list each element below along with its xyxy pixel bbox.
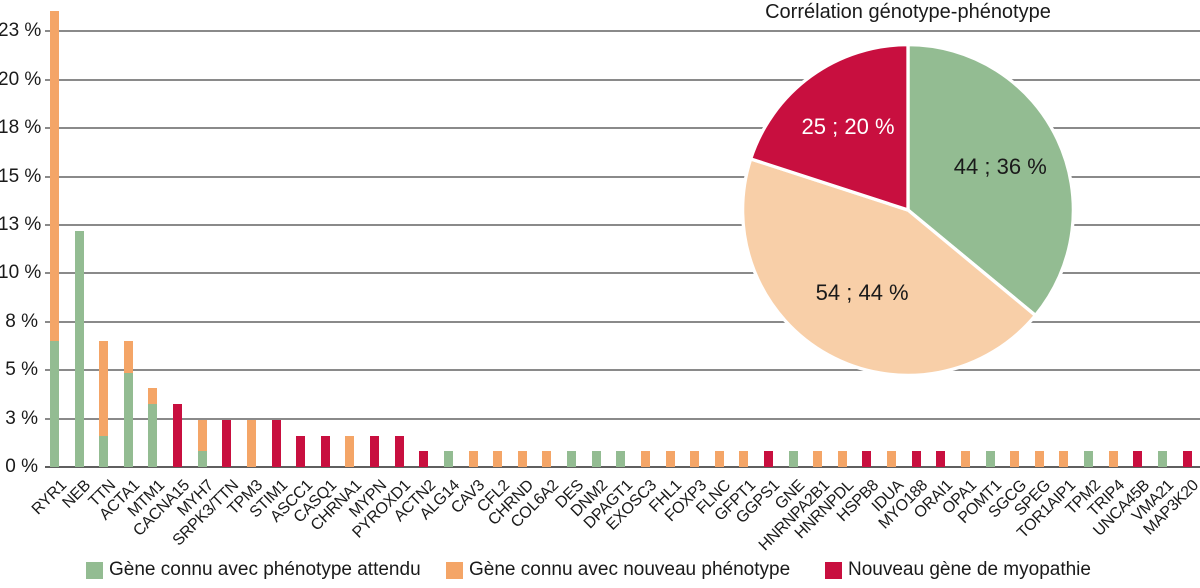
y-tick-label: 10 %: [0, 262, 42, 284]
bar-segment-FLNC-orange: [714, 451, 724, 467]
y-tick-label: 23 %: [0, 20, 42, 42]
y-gridline-18%: [45, 127, 1200, 130]
bar-segment-TTN-green: [99, 435, 109, 467]
bar-segment-ACTA1-green: [123, 372, 133, 467]
bar-segment-MYH7-orange: [197, 419, 207, 452]
y-gridline-10%: [45, 272, 1200, 275]
y-gridline-20%: [45, 78, 1200, 81]
bar-segment-DNM2-green: [591, 451, 601, 467]
bar-segment-RYR1-orange: [50, 10, 59, 342]
bar-segment-ALG14-green: [443, 451, 453, 467]
bar-segment-IDUA-orange: [887, 451, 897, 467]
bar-segment-GNE-green: [788, 451, 798, 467]
bar-segment-CHRNA1-orange: [345, 435, 355, 467]
bar-segment-MAP3K20-red: [1182, 451, 1192, 467]
bar-segment-POMT1-green: [985, 451, 995, 467]
bar-segment-NEB-green: [74, 230, 84, 467]
legend-item-known-gene-expected-phenotype: Gène connu avec phénotype attendu: [86, 560, 421, 580]
bar-segment-MTM1-orange: [148, 388, 158, 405]
bar-segment-OPA1-orange: [960, 451, 970, 467]
bar-segment-EXOSC3-orange: [640, 451, 650, 467]
bar-segment-FOXP3-orange: [690, 451, 700, 467]
bar-segment-CASQ1-red: [320, 435, 330, 467]
pie-title: Corrélation génotype-phénotype: [765, 1, 1051, 23]
x-axis-line: [45, 466, 1200, 468]
bar-segment-ACTN2-red: [419, 451, 429, 467]
bar-segment-GFPT1-orange: [739, 451, 749, 467]
y-tick-label: 13 %: [0, 214, 42, 235]
bar-segment-DPAGT1-green: [616, 451, 626, 467]
y-gridline-23%: [45, 30, 1200, 33]
y-gridline-5%: [45, 369, 1200, 372]
legend-item-known-gene-new-phenotype: Gène connu avec nouveau phénotype: [446, 560, 790, 580]
bar-segment-TPM3-orange: [246, 419, 256, 467]
bar-segment-MTM1-green: [148, 404, 158, 467]
green-swatch-icon: [86, 561, 103, 579]
pie-slice-1: [740, 157, 1038, 378]
bar-segment-MYPN-red: [370, 435, 380, 467]
y-tick-label: 0 %: [5, 456, 38, 477]
legend-label: Gène connu avec phénotype attendu: [109, 559, 421, 580]
bar-segment-TOR1AIP1-orange: [1059, 451, 1069, 467]
bar-segment-HSPB8-red: [862, 451, 872, 467]
bar-segment-TTN-orange: [99, 341, 109, 436]
bar-segment-UNCA45B-red: [1133, 451, 1143, 467]
bar-segment-HNRNPDL-orange: [837, 451, 847, 467]
y-tick-label: 5 %: [5, 359, 38, 381]
y-gridline-3%: [45, 417, 1200, 420]
bar-segment-MYH7-green: [197, 451, 207, 467]
legend-item-new-myopathy-gene: Nouveau gène de myopathie: [825, 560, 1091, 580]
bar-segment-SGCG-orange: [1010, 451, 1020, 467]
y-gridline-13%: [45, 224, 1200, 226]
bar-segment-CAV3-orange: [468, 451, 478, 467]
y-tick-label: 3 %: [5, 407, 38, 429]
bar-segment-SPEG-orange: [1034, 451, 1044, 467]
bar-segment-HNRNPA2B1-orange: [813, 451, 823, 467]
y-tick-label: 20 %: [0, 68, 42, 90]
pie-chart: [740, 42, 1076, 378]
bar-segment-DES-green: [567, 451, 577, 467]
bar-segment-COL6A2-orange: [542, 451, 552, 467]
legend-label: Gène connu avec nouveau phénotype: [469, 559, 791, 580]
bar-segment-PYROXD1-red: [394, 435, 404, 467]
legend-label: Nouveau gène de myopathie: [848, 559, 1091, 580]
pie-slice-label-0: 44 ; 36 %: [953, 153, 1047, 179]
orange-swatch-icon: [446, 561, 463, 579]
bar-segment-ACTA1-orange: [123, 341, 133, 373]
y-tick-label: 18 %: [0, 117, 42, 139]
bar-segment-TPM2-green: [1084, 451, 1094, 467]
pie-slice-2: [749, 42, 910, 212]
bar-segment-TRIP4-orange: [1108, 451, 1118, 467]
y-gridline-15%: [45, 175, 1200, 178]
bar-segment-ORAI1-red: [936, 451, 946, 467]
bar-segment-CFL2-orange: [493, 451, 503, 467]
bar-segment-SRPK3/TTN-red: [222, 419, 232, 467]
y-gridline-8%: [45, 320, 1200, 323]
y-tick-label: 15 %: [0, 165, 42, 187]
pie-slice-label-2: 25 ; 20 %: [801, 114, 895, 140]
bar-segment-VMA21-green: [1157, 451, 1167, 467]
bar-segment-MYO188-red: [911, 451, 921, 467]
red-swatch-icon: [825, 561, 842, 579]
bar-segment-STIM1-red: [271, 419, 281, 467]
pie-slice-label-1: 54 ; 44 %: [815, 280, 909, 306]
bar-segment-RYR1-green: [50, 341, 59, 467]
bar-segment-ASCC1-red: [296, 435, 306, 467]
bar-segment-FHL1-orange: [665, 451, 675, 467]
bar-segment-GGPS1-red: [763, 451, 773, 467]
bar-segment-CHRND-orange: [517, 451, 527, 467]
y-tick-label: 8 %: [5, 310, 38, 332]
bar-segment-CACNA15-red: [173, 404, 183, 467]
pie-slice-0: [906, 42, 1076, 318]
